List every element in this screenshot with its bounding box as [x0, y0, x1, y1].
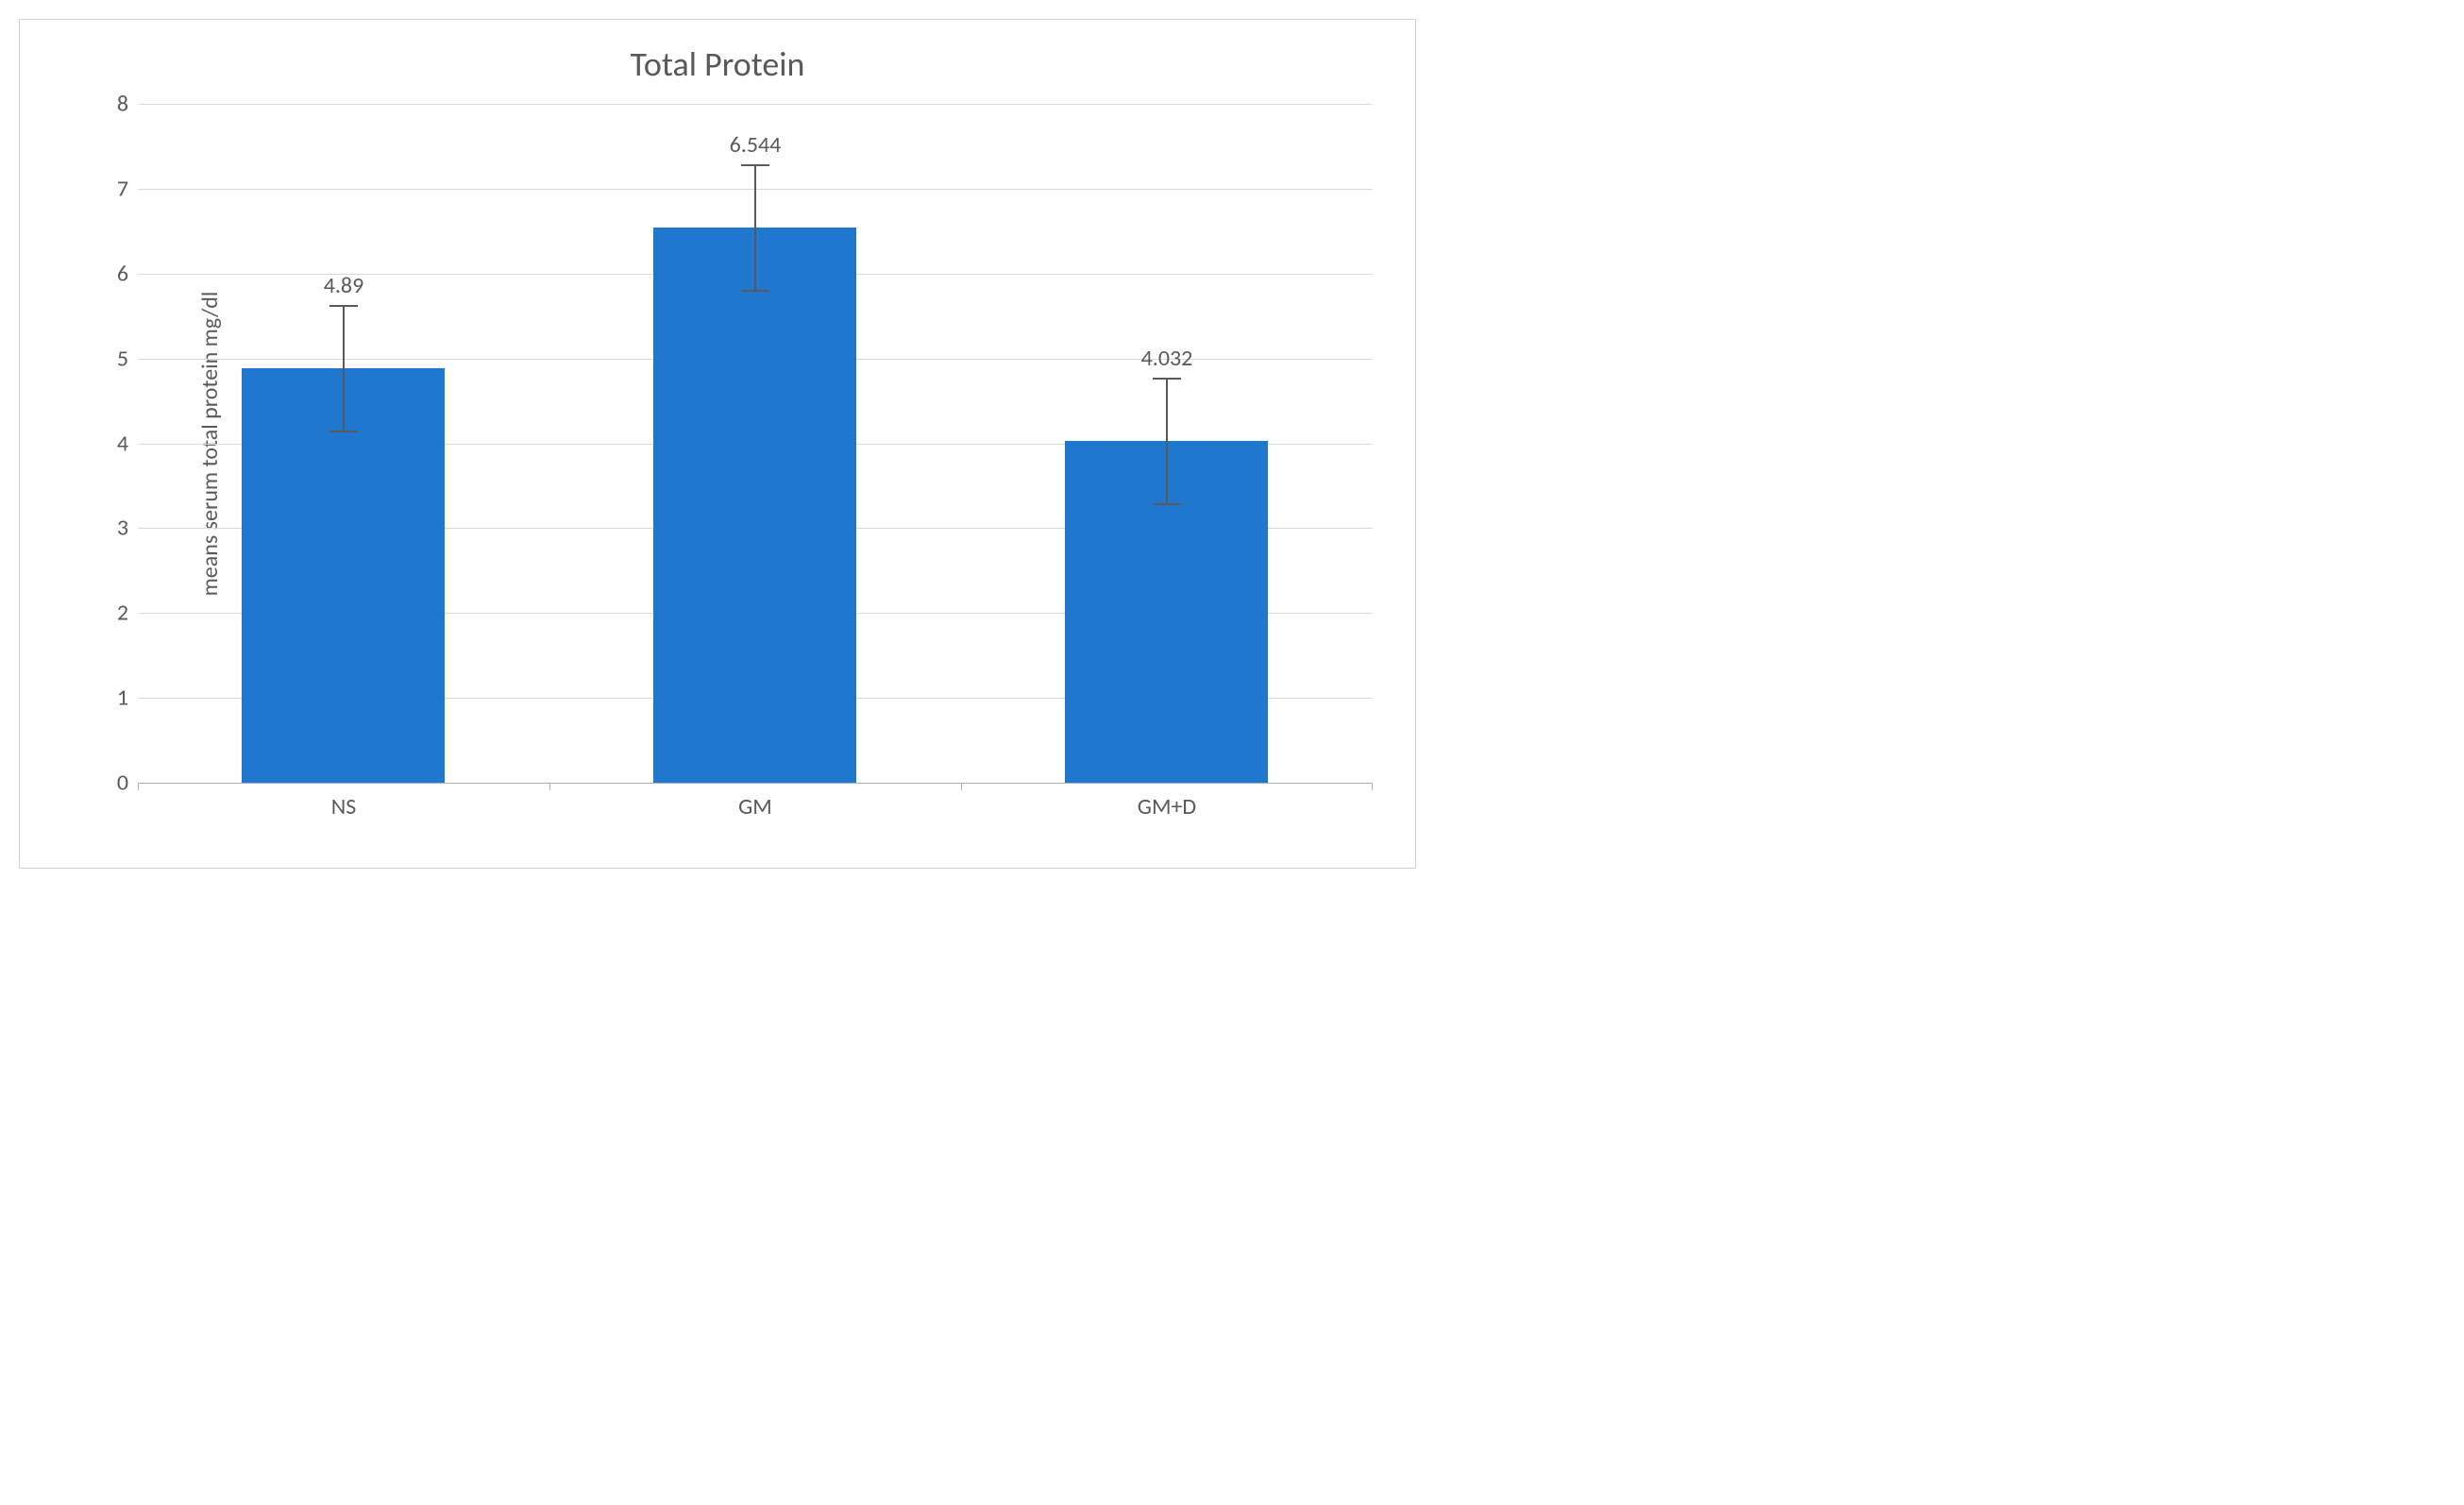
error-bar-line — [343, 305, 345, 431]
x-tick-label: GM+D — [961, 793, 1373, 820]
y-tick-label: 1 — [100, 685, 128, 712]
y-tick-label: 4 — [100, 430, 128, 457]
y-tick-label: 5 — [100, 345, 128, 372]
x-tick-mark — [138, 783, 139, 790]
bar-group: 4.89 — [138, 104, 549, 783]
chart-container: Total Protein means serum total protein … — [19, 19, 1416, 869]
bar: 6.544 — [653, 228, 856, 783]
y-tick-label: 3 — [100, 515, 128, 542]
error-bar-line — [1166, 378, 1168, 503]
bar: 4.89 — [242, 368, 445, 783]
plot-area: means serum total protein mg/dl 4.896.54… — [138, 104, 1373, 784]
error-bar-cap-bottom — [741, 290, 769, 292]
error-bar-line — [754, 164, 756, 290]
bar-group: 4.032 — [961, 104, 1373, 783]
error-bar-cap-top — [741, 164, 769, 166]
error-bar-cap-top — [329, 305, 358, 307]
data-label: 6.544 — [730, 131, 782, 159]
data-label: 4.032 — [1141, 345, 1193, 372]
y-tick-label: 0 — [100, 769, 128, 797]
y-tick-label: 8 — [100, 91, 128, 118]
bar-group: 6.544 — [549, 104, 961, 783]
x-tick-label: NS — [138, 793, 549, 820]
x-tick-mark — [549, 783, 550, 790]
bar: 4.032 — [1065, 441, 1268, 783]
x-tick-mark — [1372, 783, 1373, 790]
x-tick-mark — [961, 783, 962, 790]
error-bar-cap-top — [1153, 378, 1181, 380]
data-label: 4.89 — [324, 272, 364, 299]
x-axis-labels: NSGMGM+D — [138, 793, 1373, 820]
y-tick-label: 6 — [100, 260, 128, 287]
chart-title: Total Protein — [34, 43, 1401, 85]
x-tick-label: GM — [549, 793, 961, 820]
error-bar-cap-bottom — [1153, 503, 1181, 505]
bars-container: 4.89 6.544 4.032 — [138, 104, 1373, 783]
grid-area: 4.896.5444.032 NSGMGM+D 012345678 — [138, 104, 1373, 784]
y-tick-label: 2 — [100, 600, 128, 627]
y-tick-label: 7 — [100, 175, 128, 202]
error-bar-cap-bottom — [329, 431, 358, 432]
